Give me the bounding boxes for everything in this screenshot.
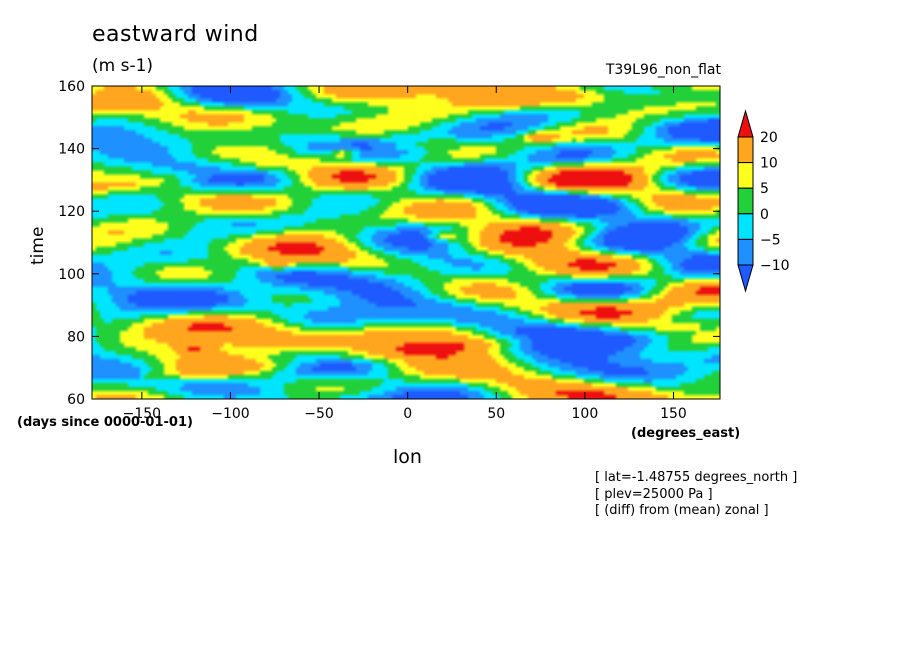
y-tick-label: 60 (67, 392, 85, 408)
y-axis-units: (days since 0000-01-01) (17, 415, 193, 430)
colorbar-box (737, 136, 754, 164)
x-axis-label: lon (393, 446, 422, 468)
colorbar-box (737, 187, 754, 215)
colorbar: −10 −5 0 5 10 20 (737, 109, 790, 293)
y-tick-label: 100 (58, 267, 85, 283)
x-tick-label: 100 (572, 406, 599, 422)
colorbar-label: 20 (760, 130, 778, 146)
plot-frame (91, 85, 721, 400)
colorbar-under-triangle (737, 264, 754, 293)
heatmap-field (92, 86, 720, 399)
x-tick-label: −50 (304, 406, 334, 422)
x-tick-label: 0 (403, 406, 412, 422)
x-tick-label: 150 (660, 406, 687, 422)
colorbar-box (737, 162, 754, 189)
colorbar-label: −10 (760, 258, 790, 274)
x-tick-label: −100 (211, 406, 249, 422)
y-tick-label: 140 (58, 142, 85, 158)
colorbar-label: 5 (760, 181, 769, 197)
axes: 60 80 100 120 140 160 −150 −100 −50 0 50 100 150 (58, 79, 721, 422)
y-tick-label: 80 (67, 329, 85, 345)
y-tick-label: 120 (58, 204, 85, 220)
x-tick-label: −150 (123, 406, 161, 422)
colorbar-label: 10 (760, 156, 778, 172)
note-difference: [ (diff) from (mean) zonal ] (595, 503, 769, 518)
colorbar-box (737, 213, 754, 240)
y-axis-label: time (28, 226, 48, 265)
x-tick-label: 50 (487, 406, 505, 422)
colorbar-label: −5 (760, 232, 781, 248)
chart-units: (m s-1) (92, 56, 154, 76)
colorbar-over-triangle (737, 109, 754, 138)
plot-area (92, 86, 720, 399)
colorbar-label: 0 (760, 207, 769, 223)
note-latitude: [ lat=-1.48755 degrees_north ] (595, 470, 798, 485)
x-axis-units: (degrees_east) (631, 426, 741, 441)
colorbar-box (737, 238, 754, 266)
y-tick-label: 160 (58, 79, 85, 95)
chart-title: eastward wind (92, 22, 259, 47)
run-label: T39L96_non_flat (605, 62, 721, 78)
note-pressure-level: [ plev=25000 Pa ] (595, 487, 713, 502)
